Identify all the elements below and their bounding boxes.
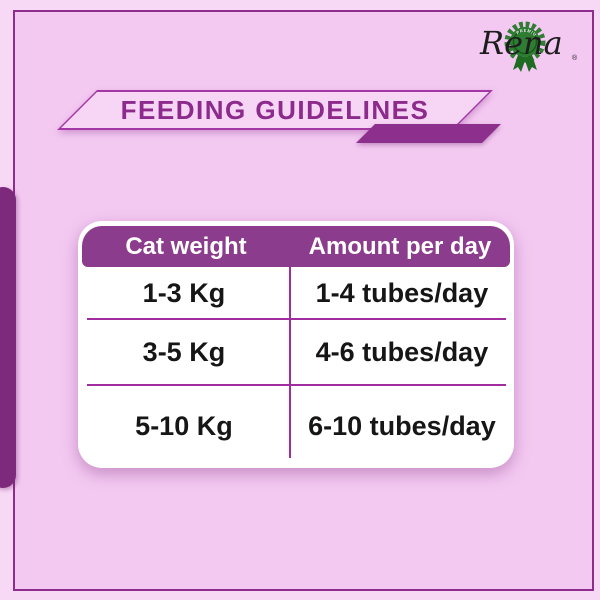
- registered-mark: ®: [572, 54, 578, 62]
- row-divider: [87, 384, 506, 386]
- amount-cell: 6-10 tubes/day: [308, 411, 496, 441]
- banner-title: FEEDING GUIDELINES: [120, 94, 430, 125]
- table-row: 3-5 Kg 4-6 tubes/day: [78, 319, 514, 385]
- brand-logo: PREMIUM Rena ®: [466, 8, 588, 74]
- cat-weight-cell: 5-10 Kg: [135, 411, 233, 441]
- cat-weight-cell: 1-3 Kg: [142, 278, 226, 308]
- ribbon-tails-icon: [513, 55, 537, 72]
- banner-accent-bar: [356, 124, 501, 143]
- cat-weight-cell: 3-5 Kg: [142, 336, 226, 367]
- amount-cell: 4-6 tubes/day: [315, 336, 489, 367]
- rena-wordmark: Rena: [479, 24, 563, 62]
- column-divider: [289, 267, 291, 458]
- amount-cell: 1-4 tubes/day: [315, 278, 489, 308]
- table-row: 5-10 Kg 6-10 tubes/day: [78, 385, 514, 468]
- left-tab-decoration: [0, 187, 16, 488]
- rena-logo-graphic: PREMIUM Rena ®: [466, 8, 578, 72]
- header-amount-per-day: Amount per day: [308, 232, 492, 260]
- header-cat-weight: Cat weight: [125, 232, 247, 260]
- table-row: 1-3 Kg 1-4 tubes/day: [78, 268, 514, 319]
- feeding-table-card: Cat weight Amount per day 1-3 Kg 1-4 tub…: [78, 221, 514, 468]
- table-header: Cat weight Amount per day: [82, 226, 510, 267]
- row-divider: [87, 318, 506, 320]
